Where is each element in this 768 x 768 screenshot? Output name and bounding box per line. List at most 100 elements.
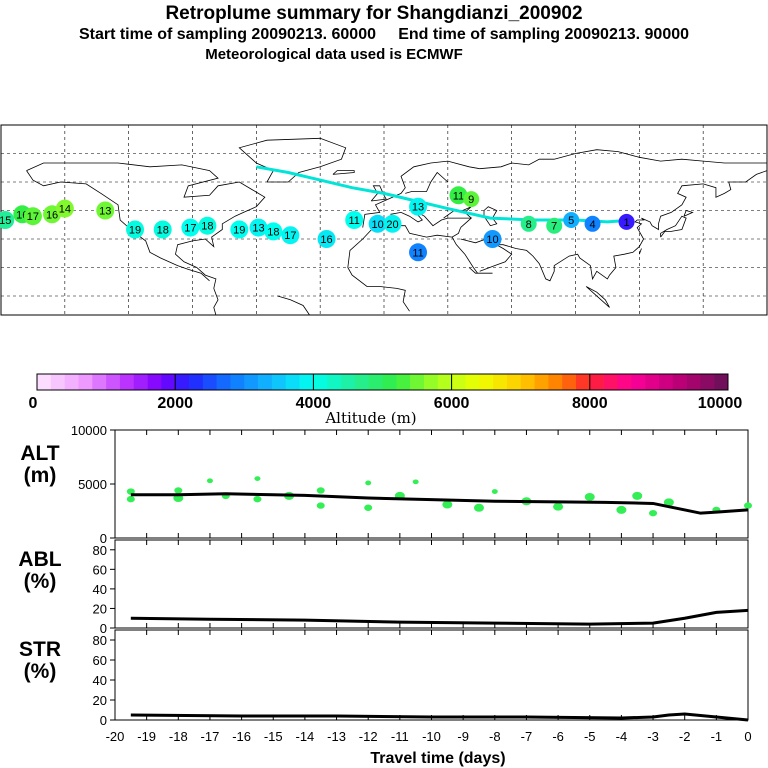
colorbar-cell	[92, 374, 107, 390]
colorbar-cell	[506, 374, 521, 390]
x-tick-label: -2	[679, 729, 691, 744]
colorbar-cell	[465, 374, 480, 390]
plume-marker-circle	[449, 186, 468, 205]
x-tick-label: -10	[422, 729, 441, 744]
plume-marker-circle	[317, 230, 336, 248]
panel-unit-abl: (%)	[24, 570, 57, 593]
plume-marker-label: 11	[349, 215, 360, 227]
altitude-dot	[126, 488, 135, 495]
colorbar-cell	[700, 374, 715, 390]
coastline	[660, 215, 687, 238]
plume-marker: 17	[23, 207, 42, 226]
y-tick-label: 80	[93, 633, 107, 648]
x-tick-label: -15	[264, 729, 283, 744]
altitude-dot	[412, 479, 419, 485]
plume-marker: 19	[126, 220, 145, 239]
panel-label-abl: ABL	[18, 548, 61, 571]
plume-marker-circle	[483, 230, 502, 248]
coastline	[213, 288, 219, 316]
plume-marker: 8	[520, 215, 537, 232]
plume-marker-label: 19	[129, 225, 141, 237]
colorbar-cell	[520, 374, 535, 390]
colorbar-cell	[423, 374, 439, 390]
coastline	[332, 170, 355, 175]
y-tick-label: 0	[100, 621, 107, 636]
colorbar-cell	[493, 374, 508, 390]
x-tick-label: -3	[647, 729, 659, 744]
panel-alt: 10000 5000 0	[71, 423, 752, 546]
plume-marker-label: 17	[184, 223, 196, 235]
plume-marker-label: 18	[267, 226, 279, 238]
colorbar-cell	[230, 374, 245, 390]
coastline	[460, 238, 513, 272]
colorbar-tick-label: 8000	[572, 395, 608, 412]
colorbar-cell	[327, 374, 342, 390]
plume-marker-label: 18	[201, 221, 213, 233]
colorbar-cell	[189, 374, 204, 390]
plume-track	[256, 165, 634, 224]
plume-marker-circle	[181, 218, 200, 237]
colorbar-cell	[631, 374, 646, 390]
panel-str: 80 60 40 20 0	[93, 629, 749, 728]
plume-marker-circle	[520, 215, 537, 232]
colorbar-cell	[714, 374, 729, 390]
plume-marker-label: 15	[0, 215, 11, 227]
x-tick-label: -8	[489, 729, 501, 744]
x-tick-label: -6	[552, 729, 564, 744]
coastline	[362, 160, 480, 228]
colorbar-cell	[175, 374, 190, 390]
altitude-dot	[584, 492, 595, 501]
y-tick-label: 0	[100, 531, 107, 546]
plume-marker-label: 5	[568, 215, 574, 227]
colorbar-cell	[285, 374, 300, 390]
panel-unit-alt: (m)	[24, 464, 57, 487]
colorbar-cell	[617, 374, 632, 390]
plume-marker-label: 13	[412, 202, 424, 214]
x-tick-label: -13	[327, 729, 346, 744]
plume-marker: 4	[584, 215, 601, 232]
plume-marker: 7	[546, 217, 563, 234]
altitude-dot	[316, 502, 325, 509]
plume-marker: 9	[463, 191, 480, 208]
plume-marker-circle	[463, 191, 480, 208]
plume-marker: 18	[264, 222, 283, 241]
plume-marker-circle	[0, 211, 15, 229]
colorbar-cell	[603, 374, 618, 390]
plume-marker: 17	[281, 226, 300, 245]
altitude-dot	[632, 491, 643, 500]
coastline	[451, 236, 493, 274]
plume-marker-circle	[55, 199, 74, 218]
y-tick-label: 40	[93, 582, 107, 597]
plume-marker-label: 16	[46, 209, 58, 221]
colorbar-axis-label: Altitude (m)	[324, 409, 416, 427]
colorbar-tick-label: 0	[29, 395, 38, 412]
colorbar-cell	[658, 374, 674, 390]
colorbar-cell	[216, 374, 231, 390]
colorbar-cell	[382, 374, 397, 390]
x-tick-label: -20	[106, 729, 125, 744]
plume-marker: 18	[153, 220, 172, 239]
x-tick-label: -11	[391, 729, 409, 744]
colorbar-cell	[106, 374, 121, 390]
coastline	[638, 248, 642, 255]
series-line-abl	[130, 608, 749, 626]
y-tick-label: 5000	[78, 477, 107, 492]
altitude-dot	[663, 498, 674, 507]
altitude-dot	[364, 504, 373, 511]
y-tick-label: 20	[93, 693, 107, 708]
plume-marker-label: 9	[468, 194, 474, 206]
colorbar-cell	[575, 374, 591, 390]
colorbar-cell	[37, 374, 52, 390]
series-line-alt	[130, 492, 749, 515]
plume-marker-circle	[198, 216, 217, 235]
colorbar-cell	[672, 374, 687, 390]
colorbar-cell	[78, 374, 93, 390]
plume-marker-label: 13	[252, 223, 264, 235]
coastline	[390, 210, 473, 228]
colorbar-cell	[368, 374, 383, 390]
x-tick-label: -7	[521, 729, 533, 744]
plume-marker-circle	[368, 214, 387, 233]
altitude-dot	[253, 495, 262, 503]
